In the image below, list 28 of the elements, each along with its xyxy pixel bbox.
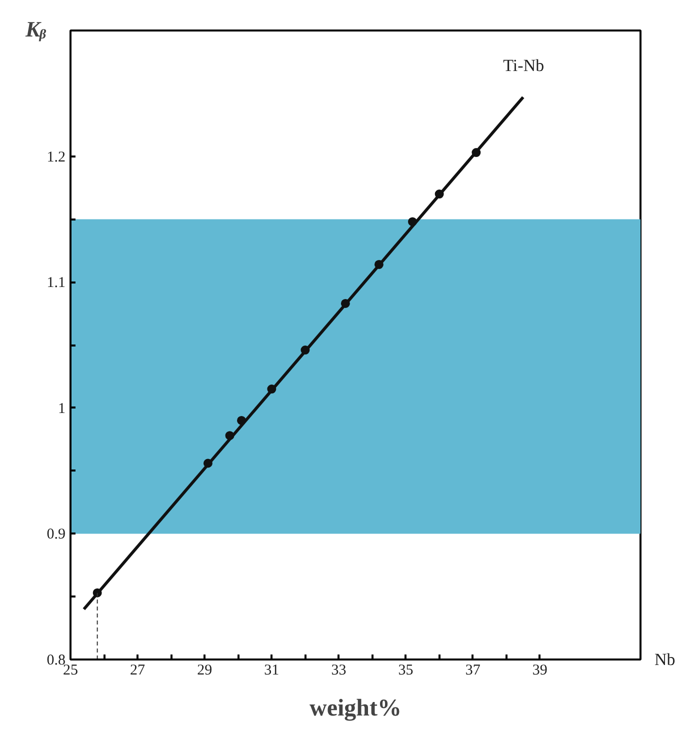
x-tick-label: 31	[264, 662, 280, 678]
point	[92, 588, 102, 598]
y-tick-label: 1.2	[46, 149, 66, 166]
x-tick-label: 27	[130, 662, 146, 678]
text: Nb	[654, 650, 676, 669]
point	[374, 260, 384, 269]
point	[300, 346, 310, 355]
y-axis-title: Kᵦ	[24, 16, 47, 42]
x-tick-label: 39	[532, 662, 548, 678]
x-tick-label: 29	[197, 662, 212, 678]
point	[237, 416, 246, 425]
point	[408, 217, 417, 226]
point	[225, 431, 234, 440]
y-tick-label: 0.8	[46, 652, 66, 668]
point	[203, 458, 212, 468]
x-tick-label: 35	[398, 662, 414, 678]
point	[434, 190, 444, 199]
y-tick-label: 0.9	[46, 526, 66, 543]
y-tick-label: 1.1	[46, 275, 66, 292]
point	[267, 384, 276, 394]
point	[340, 298, 350, 308]
x-axis-title: weight%	[310, 696, 402, 722]
point	[472, 148, 481, 158]
series-label: Ti-Nb	[503, 56, 544, 76]
x-tick-label: 37	[465, 662, 481, 678]
y-tick-label: 1	[58, 400, 66, 417]
x-tick-label: 25	[63, 662, 78, 678]
x-tick-label: 33	[331, 662, 346, 678]
